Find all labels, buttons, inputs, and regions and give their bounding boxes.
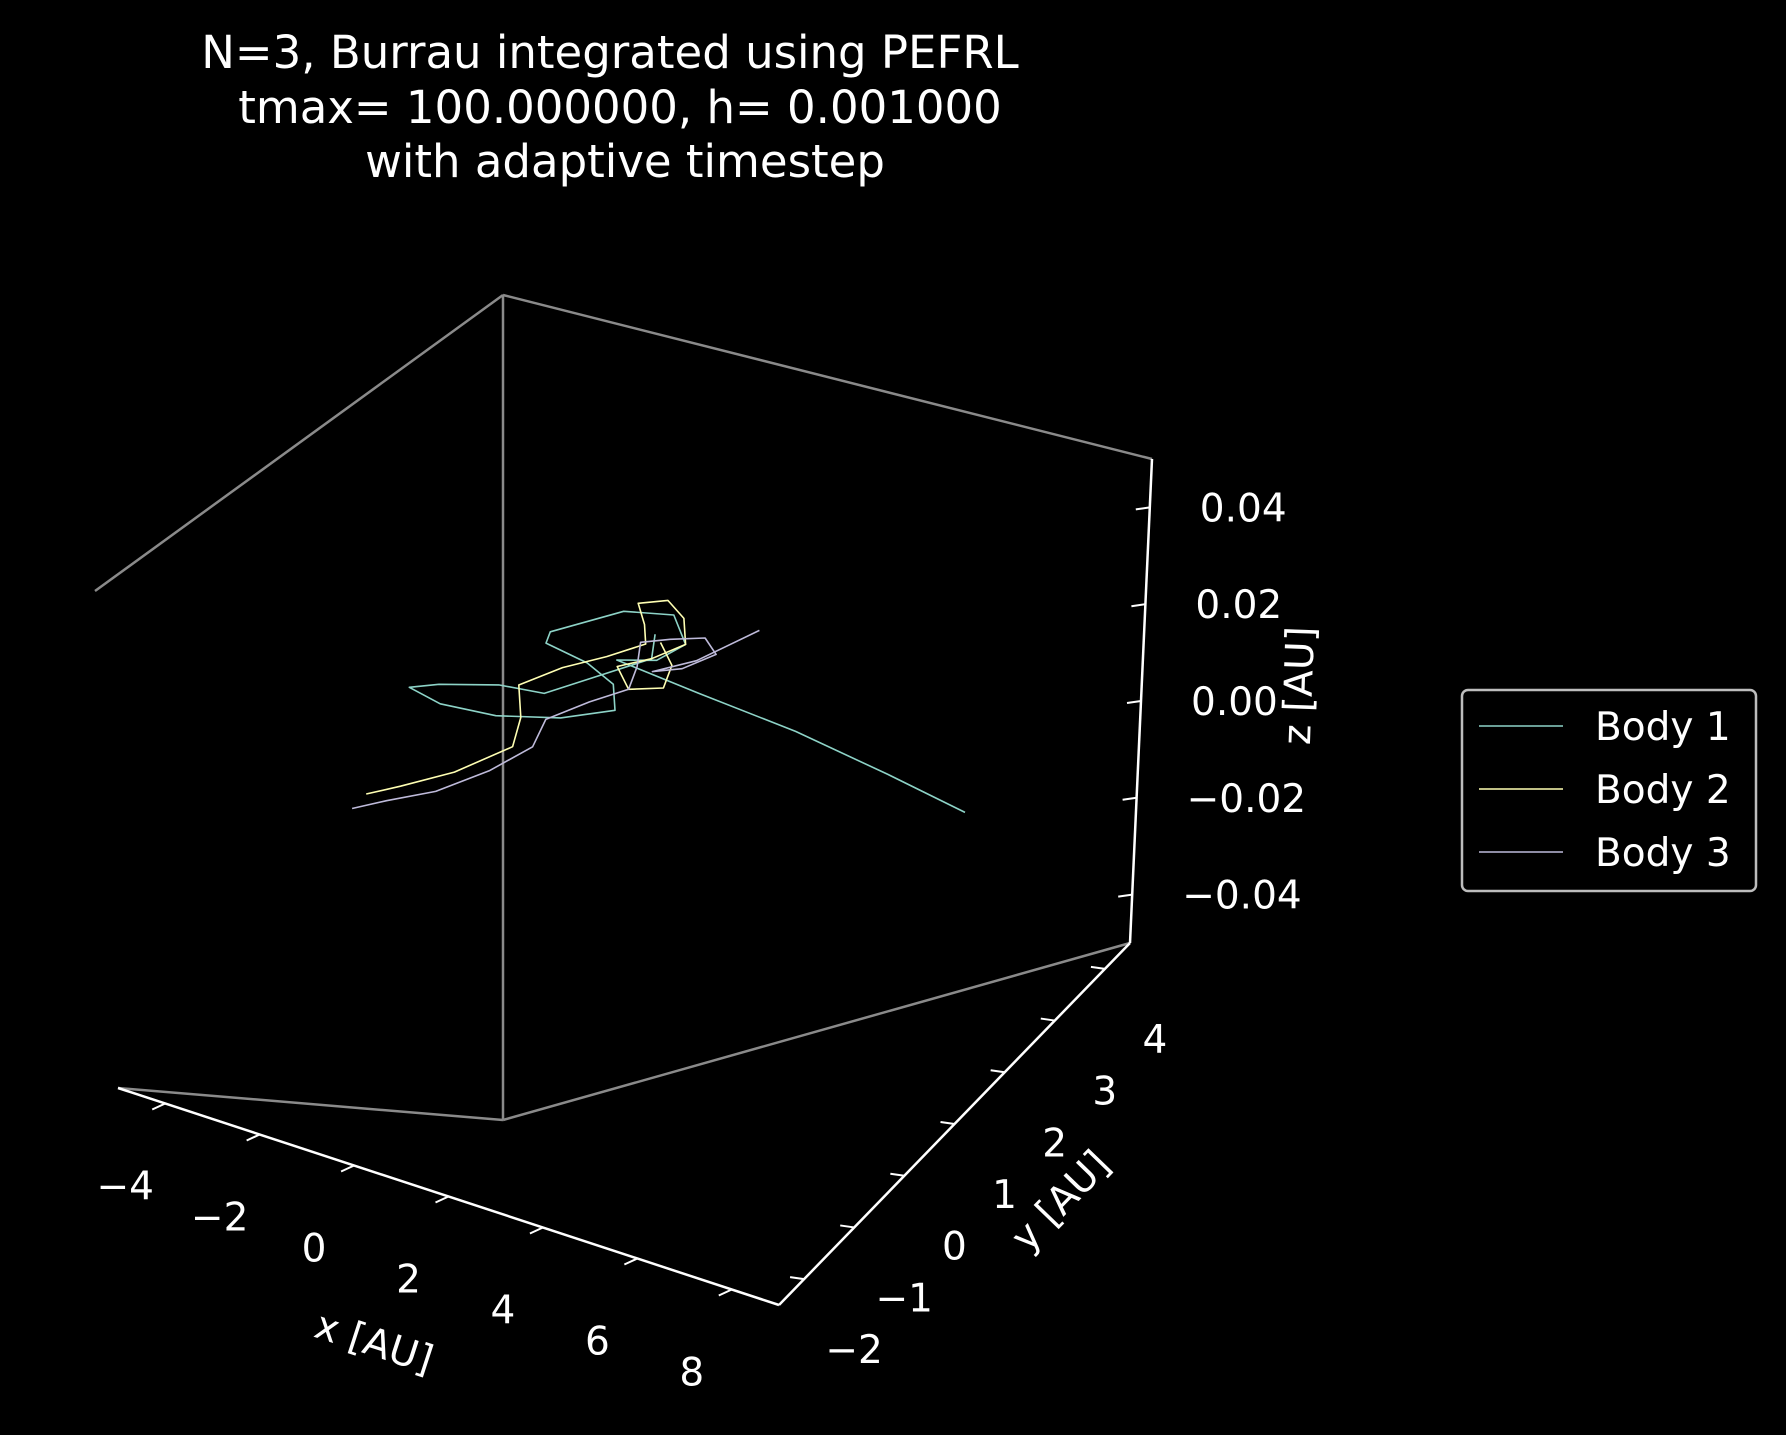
legend-frame [1460,688,1758,893]
tick-mark [789,1276,805,1281]
tick-mark [435,1195,449,1204]
box-edge [502,293,1153,461]
legend: Body 1 Body 2 Body 3 [1460,688,1758,893]
title-line-1: N=3, Burrau integrated using PEFRL [201,26,1018,79]
tick-mark [840,1224,855,1229]
legend-label-body-1: Body 1 [1595,705,1731,750]
tick-mark [1118,893,1133,898]
tick-label: 0.02 [1195,583,1282,628]
tick-mark [990,1069,1005,1074]
legend-entry-body-2: Body 2 [1479,768,1731,813]
z-axis: 0.04 0.02 0.00 −0.02 −0.04 z [AU] [1118,458,1324,944]
tick-mark [890,1172,905,1177]
x-ticks: −4 −2 0 2 4 6 8 [96,1102,733,1396]
title-line-2: tmax= 100.000000, h= 0.001000 [238,81,1002,134]
title-line-3: with adaptive timestep [365,135,885,188]
tick-label: −1 [875,1276,933,1321]
tick-mark [1131,603,1146,608]
legend-label-body-2: Body 2 [1595,768,1731,813]
tick-label: 4 [491,1289,516,1334]
legend-entry-body-3: Body 3 [1479,831,1731,876]
tick-label: −2 [191,1196,249,1241]
tick-mark [1122,796,1137,801]
axes-box-edges [94,293,1153,1122]
tick-mark [246,1133,261,1142]
tick-label: 2 [396,1258,421,1303]
box-edge [502,941,1131,1122]
trajectory-body-3 [351,629,760,810]
tick-label: 8 [679,1351,704,1396]
tick-mark [718,1288,733,1297]
tick-label: 0.04 [1200,486,1287,531]
tick-mark [1040,1017,1055,1022]
tick-mark [529,1226,544,1235]
tick-label: 1 [992,1173,1017,1218]
tick-label: −2 [825,1328,883,1373]
tick-mark [940,1121,955,1125]
chart-title: N=3, Burrau integrated using PEFRL tmax=… [201,26,1018,188]
trajectories [351,599,966,814]
tick-label: 0.00 [1191,680,1278,725]
tick-mark [1090,965,1106,970]
box-edge [94,293,504,593]
tick-mark [340,1164,355,1173]
legend-entry-body-1: Body 1 [1479,705,1731,750]
tick-label: 4 [1143,1018,1168,1063]
tick-label: 2 [1042,1121,1067,1166]
tick-mark [151,1102,166,1111]
trajectory-body-1 [408,610,966,814]
z-axis-label: z [AU] [1275,626,1324,746]
tick-label: −4 [96,1165,154,1210]
tick-mark [623,1257,638,1266]
tick-label: 3 [1092,1070,1117,1115]
legend-label-body-3: Body 3 [1595,831,1731,876]
tick-label: 0 [302,1227,327,1272]
box-edge [117,1086,504,1122]
tick-label: −0.02 [1187,777,1307,822]
z-ticks: 0.04 0.02 0.00 −0.02 −0.04 [1118,486,1307,919]
tick-label: −0.04 [1182,874,1302,919]
tick-mark [1126,700,1142,704]
tick-mark [1135,506,1150,511]
tick-label: 6 [585,1320,610,1365]
tick-label: 0 [942,1225,967,1270]
trajectory-body-2 [366,599,687,795]
